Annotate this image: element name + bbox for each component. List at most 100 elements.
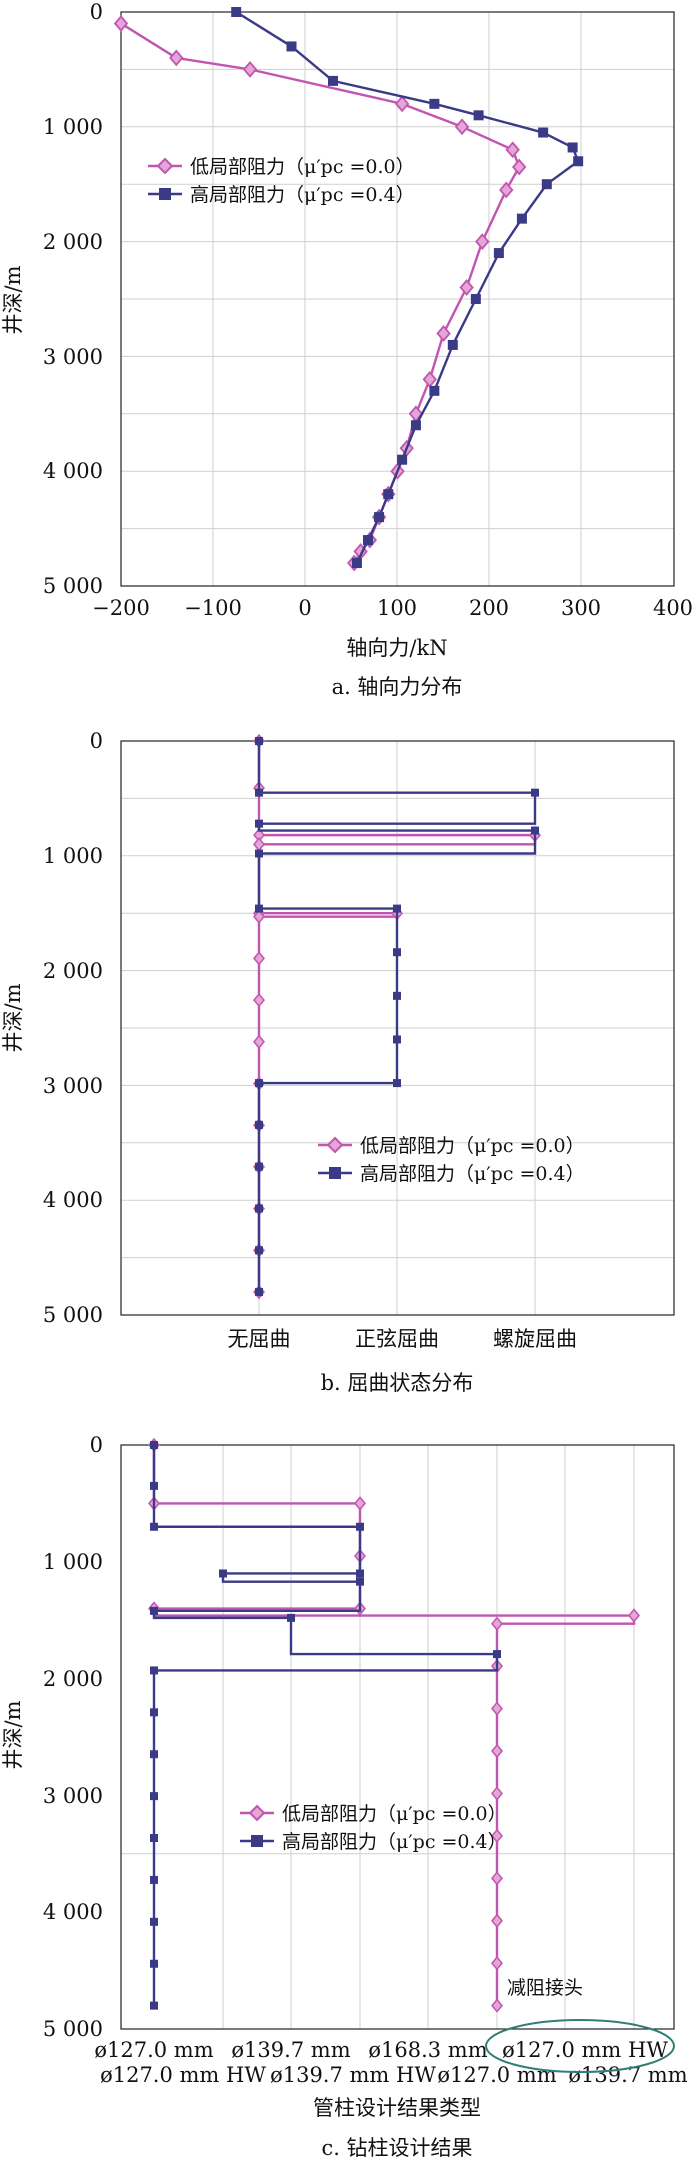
chart-a-point-low [169,49,184,67]
chart-c-ytick: 5 000 [43,2017,103,2041]
chart-a-legend-high-label: 高局部阻力（μ′pc =0.4） [190,184,415,206]
chart-a-point-low [242,61,258,78]
chart-b-ytick: 5 000 [43,1303,103,1327]
chart-a-point-high [351,558,362,569]
chart-c-point-high [287,1613,295,1622]
chart-a-grid [121,12,674,586]
chart-a-point-high [429,98,440,109]
chart-c-point-high [493,1650,501,1659]
chart-c-xtick: ø127.0 mm [94,2038,213,2062]
chart-c-point-high [150,1875,158,1884]
chart-c-series-line-low [152,1445,636,2006]
chart-a-point-low [511,158,527,176]
chart-b-legend: 低局部阻力（μ′pc =0.0） 高局部阻力（μ′pc =0.4） [318,1135,585,1185]
chart-b-x-ticks: 无屈曲 正弦屈曲 螺旋屈曲 [228,1327,578,1351]
chart-a-point-high [447,339,458,350]
chart-a-point-high [363,535,374,546]
chart-a-ytick: 0 [90,0,103,24]
chart-c-xtick: ø127.0 mm [437,2063,556,2087]
chart-c-point-low [491,1956,503,1971]
chart-a-point-low [436,325,451,342]
chart-b-point-low [253,951,265,966]
chart-c-point-low [491,1828,503,1844]
chart-a-point-high [286,41,297,52]
chart-b-point-high [255,1162,263,1171]
chart-c-point-high [150,1666,158,1675]
chart-a-xtick: 0 [298,596,311,620]
chart-a-legend-high-marker [148,188,182,200]
chart-a-ytick: 5 000 [43,574,103,598]
chart-c-point-high [150,1522,158,1531]
chart-c-point-low [491,1701,503,1716]
chart-b-xtick: 螺旋屈曲 [493,1327,577,1351]
chart-b-ytick: 1 000 [43,844,103,868]
chart-c-xtick: ø127.0 mm HW [502,2038,668,2062]
chart-a-point-low [459,279,474,296]
chart-c-point-high [356,1569,364,1578]
chart-c-point-high [356,1577,364,1586]
chart-c-y-axis-label: 井深/m [1,1700,25,1769]
chart-a-point-high [473,110,484,121]
chart-c-point-high [150,1708,158,1717]
chart-b-ytick: 2 000 [43,959,103,983]
chart-a-x-ticks: −200 −100 0 100 200 300 400 [92,596,693,620]
chart-b-point-high [393,948,401,957]
chart-c-point-low [491,1871,503,1886]
chart-b-point-low [253,992,265,1008]
chart-a-point-high [493,248,504,259]
chart-a-series-line-high [235,10,580,564]
chart-c-point-high [150,2001,158,2010]
chart-b-point-high [393,1079,401,1088]
chart-a-point-high [516,213,527,224]
chart-c-annotation-ellipse [485,2019,675,2073]
chart-b-point-high [255,1120,263,1129]
chart-c-ytick: 1 000 [43,1550,103,1574]
chart-a-series-group [113,7,584,572]
chart-c-series-group [148,1437,640,2013]
chart-b-point-high [531,788,539,797]
chart-b-series-line-high [257,741,537,1293]
chart-c-annotation: 减阻接头 [507,1977,583,1999]
chart-c-point-low [491,1998,503,2013]
chart-b-point-high [255,1079,263,1088]
chart-b-point-high [255,1246,263,1255]
chart-a-point-high [327,75,338,86]
chart-c-x-axis-label: 管柱设计结果类型 [313,2096,481,2120]
chart-a-point-high [410,420,421,431]
chart-c-point-high [219,1569,227,1578]
chart-c-grid [121,1445,674,2029]
chart-c-point-high [356,1522,364,1531]
chart-a-point-low [475,233,490,250]
chart-a-point-low [454,118,470,136]
chart-b-point-low [253,1034,265,1049]
chart-a-y-axis-label: 井深/m [1,265,25,334]
chart-c-ytick: 4 000 [43,1900,103,1924]
chart-c-point-low [491,1743,503,1759]
chart-c-point-low [491,1913,503,1928]
chart-c-xtick: ø127.0 mm HW [100,2063,266,2087]
chart-b-xtick: 正弦屈曲 [355,1327,439,1351]
chart-b-y-axis-label: 井深/m [1,983,25,1052]
chart-c-xtick: ø139.7 mm [568,2063,687,2087]
chart-buckling-state: 井深/m 0 1 000 2 000 3 000 4 000 5 000 无屈曲… [1,729,675,1395]
chart-a-point-high [231,7,242,17]
chart-b-series-group [253,733,541,1300]
chart-a-xtick: −100 [184,596,242,620]
chart-c-point-high [150,1917,158,1926]
chart-a-point-high [541,179,552,190]
chart-c-legend: 低局部阻力（μ′pc =0.0） 高局部阻力（μ′pc =0.4） [240,1803,507,1853]
chart-b-caption: b. 屈曲状态分布 [321,1371,474,1395]
chart-b-ytick: 4 000 [43,1188,103,1212]
chart-a-point-high [397,454,408,465]
chart-c-point-low [628,1608,640,1623]
chart-c-y-ticks: 0 1 000 2 000 3 000 4 000 5 000 [43,1433,103,2041]
chart-b-point-high [393,991,401,1000]
chart-b-point-high [393,1035,401,1044]
chart-b-point-high [255,788,263,797]
chart-c-point-low [491,1616,503,1631]
chart-a-point-high [567,142,578,153]
chart-a-point-low [113,15,129,32]
chart-b-plot-frame [120,740,675,1316]
chart-a-xtick: −200 [92,596,150,620]
